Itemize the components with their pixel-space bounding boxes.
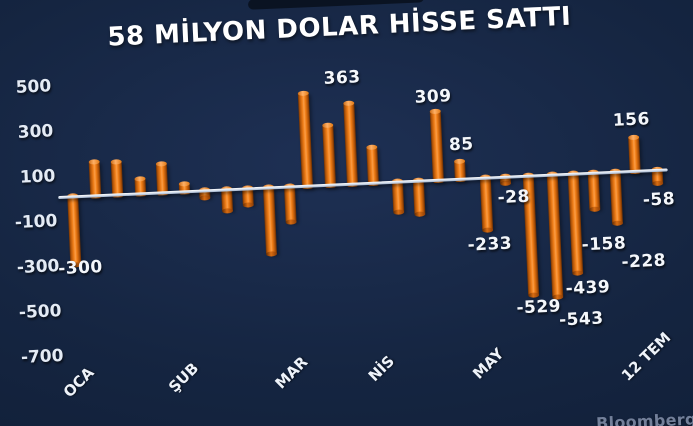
bar-value-label: -28 [497, 186, 531, 209]
x-axis-label: MAY [469, 344, 508, 383]
x-axis-label: ŞUB [164, 359, 203, 397]
bar [262, 186, 277, 256]
bar-value-label: -58 [642, 189, 676, 211]
bar [567, 172, 583, 274]
y-axis-tick: -100 [14, 210, 58, 233]
bar [297, 92, 313, 190]
bar [220, 188, 233, 213]
bar-value-label: 85 [448, 134, 475, 156]
y-axis-tick: -300 [16, 255, 60, 278]
bar-value-label: 156 [612, 109, 651, 131]
bar [88, 161, 101, 199]
bar [66, 195, 81, 266]
bar-value-label: -228 [621, 250, 667, 273]
y-axis-tick: 300 [17, 120, 54, 143]
bar-value-label: 363 [323, 67, 362, 89]
bar [391, 180, 404, 214]
y-axis-tick: -500 [18, 300, 62, 323]
x-axis-label: NİS [364, 352, 398, 386]
bar [412, 179, 425, 215]
bar [479, 176, 493, 232]
bar-value-label: -300 [57, 257, 104, 280]
bar [321, 124, 336, 188]
bar [429, 111, 444, 184]
y-axis-tick: -700 [20, 345, 64, 368]
y-axis-tick: 100 [19, 165, 56, 188]
bar-value-label: -158 [581, 233, 627, 256]
x-axis-label: OCA [59, 363, 98, 402]
chart-title: 58 MİLYON DOLAR HİSSE SATTI [106, 1, 572, 53]
bloomberg-logo-text: Bloomberg [595, 408, 693, 426]
bar-value-label: -543 [558, 308, 605, 331]
x-axis-label: MAR [271, 352, 312, 393]
bar-value-label: -233 [467, 233, 513, 256]
y-axis-tick: 500 [15, 75, 52, 98]
bar-value-label: 309 [414, 86, 453, 108]
bar-value-label: -529 [516, 296, 562, 319]
bar [627, 136, 641, 175]
x-axis-label: 12 TEM [617, 328, 675, 385]
bar [546, 173, 563, 298]
bar [342, 102, 358, 187]
bar [587, 171, 600, 210]
bar [365, 146, 379, 187]
bar-value-label: -439 [565, 277, 611, 300]
bar [609, 170, 623, 225]
bar [283, 185, 297, 223]
